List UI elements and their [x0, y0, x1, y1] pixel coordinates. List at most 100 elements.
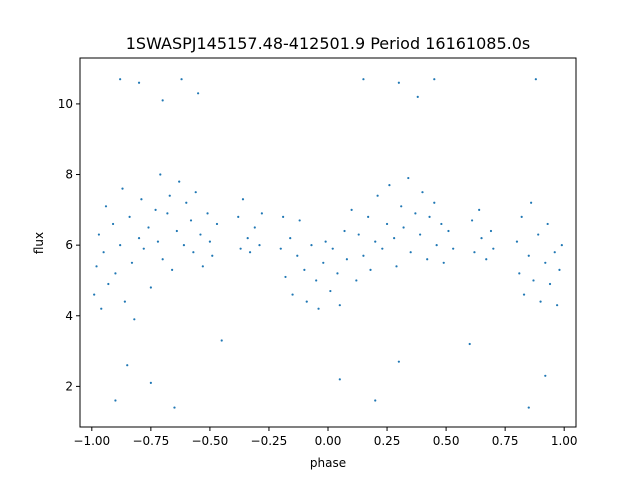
data-point	[149, 286, 152, 289]
data-point	[317, 307, 320, 310]
data-point	[452, 247, 455, 250]
data-point	[123, 300, 126, 303]
x-tick-label: −1.00	[73, 434, 110, 448]
data-point	[440, 222, 443, 226]
data-point	[544, 261, 547, 264]
data-point	[419, 233, 422, 236]
data-point	[539, 300, 542, 303]
data-point	[180, 78, 183, 81]
data-point	[489, 229, 493, 233]
data-point	[161, 258, 164, 261]
data-point	[548, 282, 552, 286]
data-point	[102, 251, 105, 254]
data-point	[367, 215, 370, 218]
data-point	[161, 99, 164, 102]
data-point	[530, 201, 533, 204]
data-point	[560, 244, 563, 247]
data-point	[546, 222, 549, 226]
data-point	[556, 304, 559, 307]
data-point	[362, 254, 365, 257]
data-point	[248, 251, 252, 254]
data-point	[147, 226, 150, 229]
data-point	[534, 78, 537, 81]
data-point	[282, 215, 285, 218]
data-point	[520, 215, 523, 218]
data-point	[201, 265, 204, 268]
x-tick-label: 0.50	[433, 434, 460, 448]
y-tick-label: 10	[58, 97, 73, 111]
data-point	[114, 399, 117, 402]
data-point	[133, 318, 136, 321]
data-point	[468, 342, 471, 346]
data-point	[553, 251, 556, 254]
data-point	[402, 226, 405, 229]
data-point	[296, 254, 299, 257]
data-point	[376, 194, 379, 197]
data-point	[95, 265, 98, 268]
data-point	[369, 268, 372, 271]
data-point	[345, 258, 348, 261]
plot-frame	[79, 57, 577, 428]
data-point	[215, 222, 219, 226]
data-point	[414, 212, 417, 215]
data-point	[291, 293, 294, 296]
x-tick-label: 0.00	[315, 434, 342, 448]
data-point	[393, 236, 396, 240]
data-point	[182, 244, 186, 247]
data-point	[260, 212, 263, 215]
data-point	[537, 233, 540, 236]
data-point	[492, 247, 495, 250]
data-point	[544, 374, 547, 377]
data-point	[357, 233, 360, 236]
data-point	[241, 198, 245, 201]
data-point	[518, 272, 521, 275]
data-point	[388, 184, 391, 187]
data-point	[192, 251, 195, 254]
data-point	[480, 236, 483, 240]
data-point	[303, 268, 306, 271]
data-point	[100, 307, 103, 310]
data-point	[478, 208, 481, 211]
data-point	[166, 212, 169, 215]
data-point	[197, 92, 200, 95]
data-point	[435, 244, 438, 247]
data-point	[338, 378, 341, 381]
data-point	[126, 364, 129, 367]
data-point	[485, 258, 488, 261]
data-point	[185, 201, 188, 204]
data-point	[119, 244, 122, 247]
data-point	[149, 381, 152, 384]
data-point	[253, 226, 256, 229]
data-point	[305, 300, 308, 303]
data-point	[527, 406, 530, 409]
data-point	[159, 173, 162, 176]
data-point	[527, 254, 530, 257]
data-point	[407, 176, 410, 180]
chart-title: 1SWASPJ145157.48-412501.9 Period 1616108…	[126, 34, 531, 53]
data-point	[208, 240, 211, 243]
data-point	[428, 215, 431, 218]
data-point	[258, 244, 261, 247]
data-point	[211, 254, 214, 257]
data-point	[119, 78, 122, 81]
data-point	[121, 187, 124, 190]
data-point	[173, 406, 176, 409]
data-point	[289, 236, 292, 240]
data-point	[409, 251, 412, 254]
data-point	[532, 279, 535, 282]
data-point	[298, 219, 301, 222]
y-tick-label: 4	[65, 309, 73, 323]
x-tick-label: −0.25	[251, 434, 288, 448]
data-point	[381, 247, 384, 250]
data-point	[107, 282, 110, 286]
data-point	[189, 219, 193, 222]
data-point	[114, 272, 117, 275]
y-tick-label: 6	[65, 238, 73, 252]
data-point	[331, 247, 334, 250]
y-axis-label: flux	[32, 232, 46, 254]
data-point	[397, 81, 400, 84]
data-point	[137, 81, 141, 84]
data-point	[433, 201, 436, 204]
data-point	[400, 205, 403, 208]
data-point	[442, 261, 445, 264]
